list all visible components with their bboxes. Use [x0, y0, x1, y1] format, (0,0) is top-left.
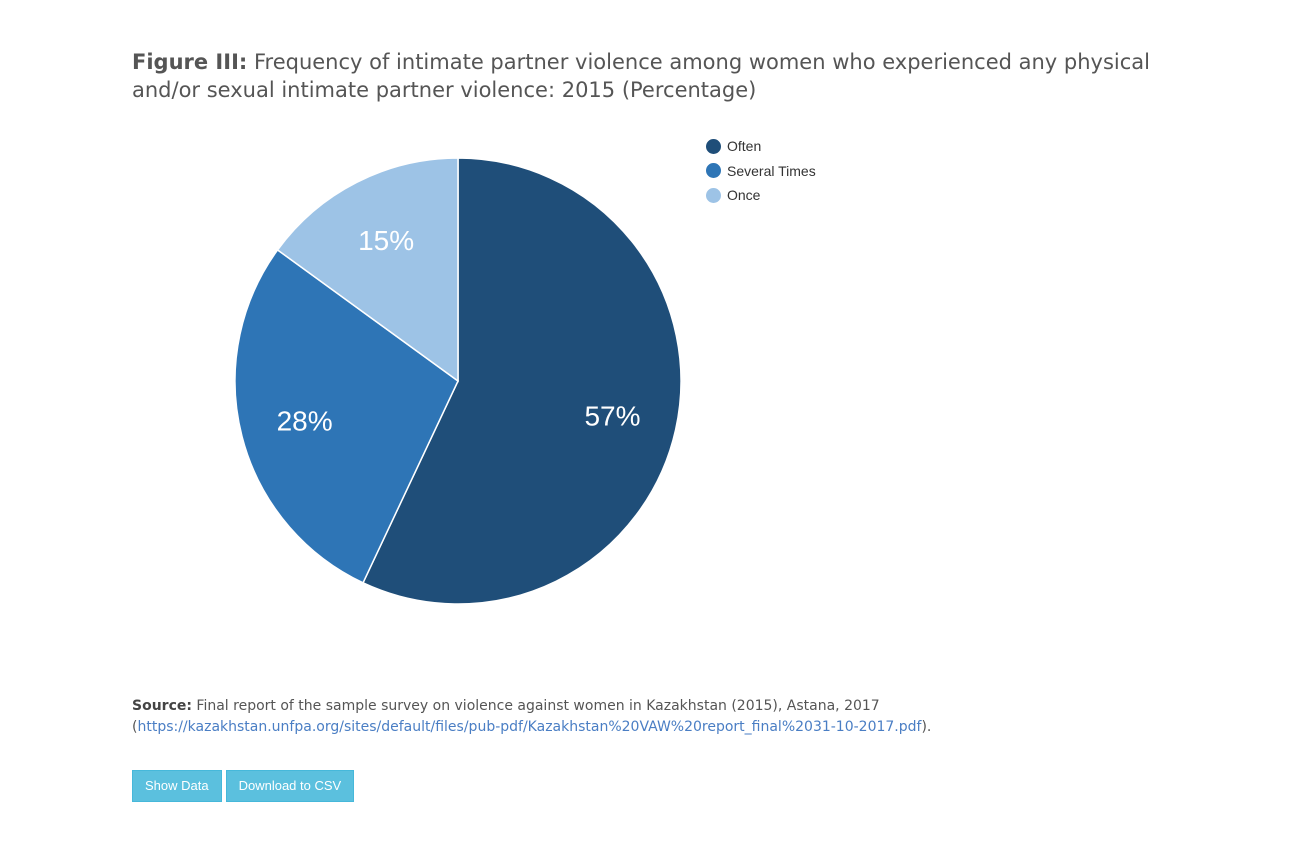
figure-title-text: Frequency of intimate partner violence a… [132, 50, 1150, 102]
chart-title: Figure III: Frequency of intimate partne… [132, 48, 1192, 104]
pie-slice-once[interactable] [276, 157, 459, 383]
legend-item-several-times[interactable]: Several Times [706, 159, 816, 184]
slice-label-often: 57% [584, 401, 640, 432]
legend-item-often[interactable]: Often [706, 134, 816, 159]
slice-label-several-times: 28% [277, 405, 333, 436]
legend-marker-icon [706, 163, 721, 179]
legend-marker-icon [706, 138, 721, 154]
slice-label-once: 15% [358, 225, 414, 256]
source-note: Source: Final report of the sample surve… [132, 696, 1192, 738]
pie-slice-several-times[interactable] [234, 248, 459, 584]
pie-slice-often[interactable] [362, 157, 682, 605]
legend-marker-icon [706, 187, 721, 203]
source-link[interactable]: https://kazakhstan.unfpa.org/sites/defau… [137, 719, 922, 735]
source-label: Source: [132, 698, 192, 714]
figure-label: Figure III: [132, 50, 248, 74]
show-data-button[interactable]: Show Data [132, 770, 222, 802]
source-open-paren: ( [132, 719, 138, 735]
download-csv-button[interactable]: Download to CSV [225, 770, 355, 802]
legend-label: Several Times [727, 162, 816, 179]
legend-label: Once [727, 187, 761, 204]
action-buttons: Show Data Download to CSV [132, 770, 355, 802]
legend-label: Often [727, 138, 762, 155]
legend-item-once[interactable]: Once [706, 183, 816, 208]
source-text: Final report of the sample survey on vio… [196, 698, 880, 714]
chart-legend: Often Several Times Once [706, 134, 816, 208]
source-close: ). [921, 719, 932, 735]
